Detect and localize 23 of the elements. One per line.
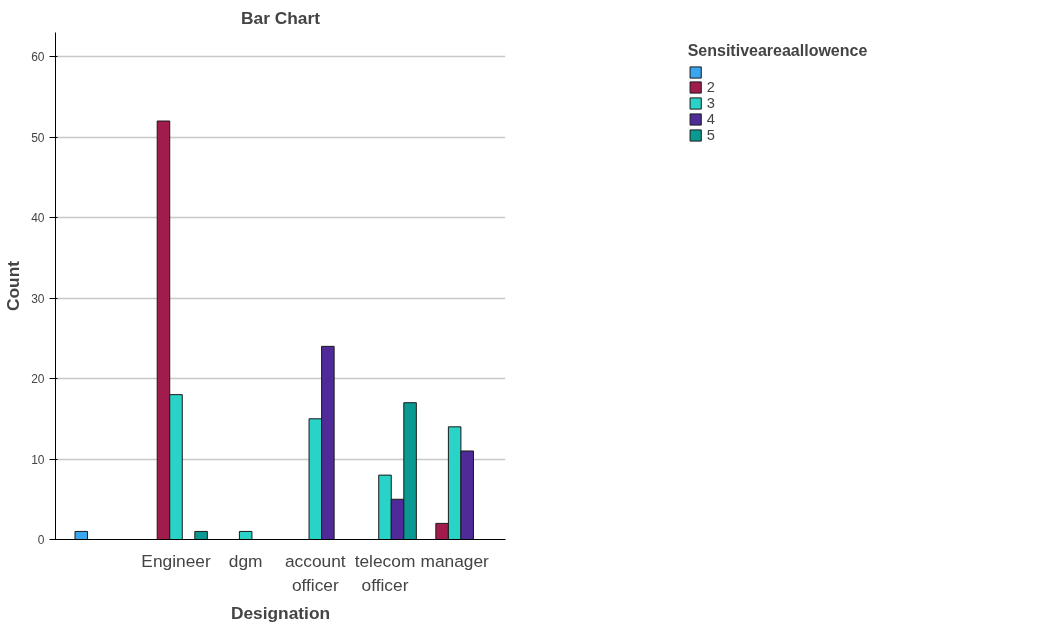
legend-label: 3: [706, 95, 716, 111]
x-tick-label: Engineer: [141, 550, 211, 571]
x-axis-title: Designation: [230, 602, 331, 623]
y-tick-label: 50: [31, 130, 45, 145]
legend-label: 5: [706, 127, 716, 143]
y-tick-label: 20: [31, 372, 45, 387]
x-tick-label: manager: [420, 550, 490, 571]
x-tick-label: account officer: [284, 550, 346, 595]
x-tick-label: telecom officer: [354, 550, 416, 595]
y-tick-label: 60: [31, 50, 45, 65]
y-tick-label: 0: [37, 533, 45, 547]
legend-title: Sensitiveareaallowence: [687, 42, 868, 60]
y-tick-label: 10: [31, 452, 45, 467]
chart-title: Bar Chart: [241, 7, 321, 28]
x-tick-label: dgm: [228, 550, 263, 571]
legend-label: 4: [706, 111, 716, 127]
bar: [74, 530, 89, 540]
y-axis-title: Count: [3, 260, 24, 312]
bar: [194, 530, 208, 540]
bar: [238, 530, 253, 540]
legend-label: 2: [706, 79, 716, 95]
y-tick-label: 40: [31, 211, 45, 226]
y-tick-label: 30: [31, 291, 45, 306]
